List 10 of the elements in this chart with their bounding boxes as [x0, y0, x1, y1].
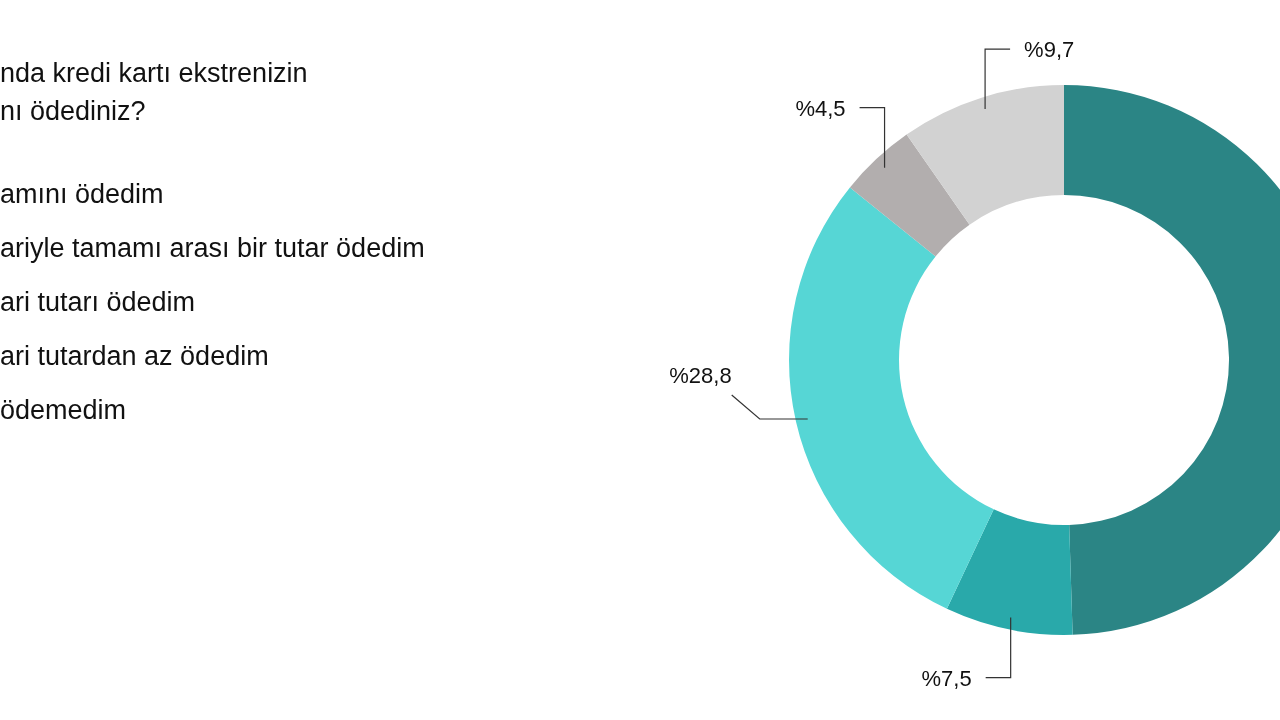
text: ödemedim	[0, 395, 127, 425]
data-label: %9,7	[1024, 37, 1075, 63]
data-label: %4,5	[795, 95, 846, 121]
data-label: %28,8	[669, 362, 732, 388]
text: ariyle tamamı arası bir tutar ödedim	[0, 233, 425, 263]
text: nda kredi kartı ekstrenizin nı ödediniz?	[0, 58, 308, 126]
text: ari tutardan az ödedim	[0, 341, 269, 371]
text: amını ödedim	[0, 179, 164, 209]
text: ari tutarı ödedim	[0, 287, 196, 317]
data-label: %7,5	[921, 665, 972, 691]
